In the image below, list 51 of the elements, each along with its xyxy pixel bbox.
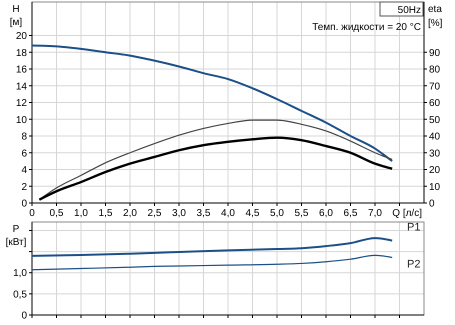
annotation: Темп. жидкости = 20 °C: [312, 22, 421, 33]
y-tick-label: 1,0: [13, 268, 28, 280]
x-tick-label: 1,5: [98, 208, 113, 219]
y2-tick-label: 30: [429, 148, 441, 160]
x-tick-label: 7,0: [368, 208, 382, 219]
y-tick-label: 20: [16, 31, 28, 42]
y2-tick-label: 50: [429, 114, 441, 126]
x-tick-label: 2,0: [123, 208, 138, 219]
x-tick-label: 3,5: [196, 208, 211, 219]
y2-tick-label: 60: [429, 98, 441, 109]
y2-tick-label: 80: [429, 64, 441, 76]
series-label: P2: [407, 258, 420, 271]
line-series: [31, 44, 394, 162]
x-tick-label: 5,5: [294, 208, 309, 219]
y-axis-title: H [м]: [10, 4, 22, 28]
x-tick-label: 4,0: [221, 208, 236, 219]
x-tick-label: 4,5: [246, 208, 260, 219]
x-tick-label: 3,0: [172, 208, 186, 219]
y2-tick-label: 0: [429, 198, 435, 210]
y-tick-label: 2: [21, 182, 28, 193]
y-tick-label: 10: [16, 114, 28, 126]
x-tick-label: 6,0: [319, 208, 334, 219]
y2-tick-label: 10: [429, 182, 441, 193]
y-tick-label: 16: [16, 64, 28, 76]
y-axis-title: P [кВт]: [6, 224, 27, 248]
annotation: 50Hz: [398, 5, 421, 16]
x-tick-label: 6,5: [344, 208, 358, 219]
y2-tick-label: 20: [429, 165, 441, 176]
x-tick-label: 5,0: [270, 208, 284, 219]
y2-axis-title: eta [%]: [428, 4, 443, 29]
x-axis-title: Q [л/с]: [392, 208, 422, 219]
series-label: P1: [407, 222, 420, 234]
line-series: [31, 254, 393, 270]
line-series: [38, 136, 394, 201]
y-tick-label: 6: [21, 148, 28, 160]
x-tick-label: 0: [29, 208, 36, 219]
y-tick-label: 12: [16, 98, 28, 109]
x-tick-label: 1,0: [74, 208, 88, 219]
line-series: [31, 237, 394, 257]
y-tick-label: 0,5: [13, 289, 28, 300]
y2-tick-label: 70: [429, 81, 441, 92]
y-tick-label: 14: [16, 81, 28, 92]
y-tick-label: 0: [21, 310, 28, 322]
y2-tick-label: 90: [429, 48, 441, 59]
y-tick-label: 4: [21, 165, 28, 176]
x-tick-label: 0,5: [50, 208, 64, 219]
x-tick-label: 2,5: [148, 208, 162, 219]
y-tick-label: 0: [21, 198, 28, 210]
y-tick-label: 18: [16, 48, 28, 59]
y2-tick-label: 40: [429, 132, 441, 142]
y-tick-label: 8: [21, 132, 28, 142]
